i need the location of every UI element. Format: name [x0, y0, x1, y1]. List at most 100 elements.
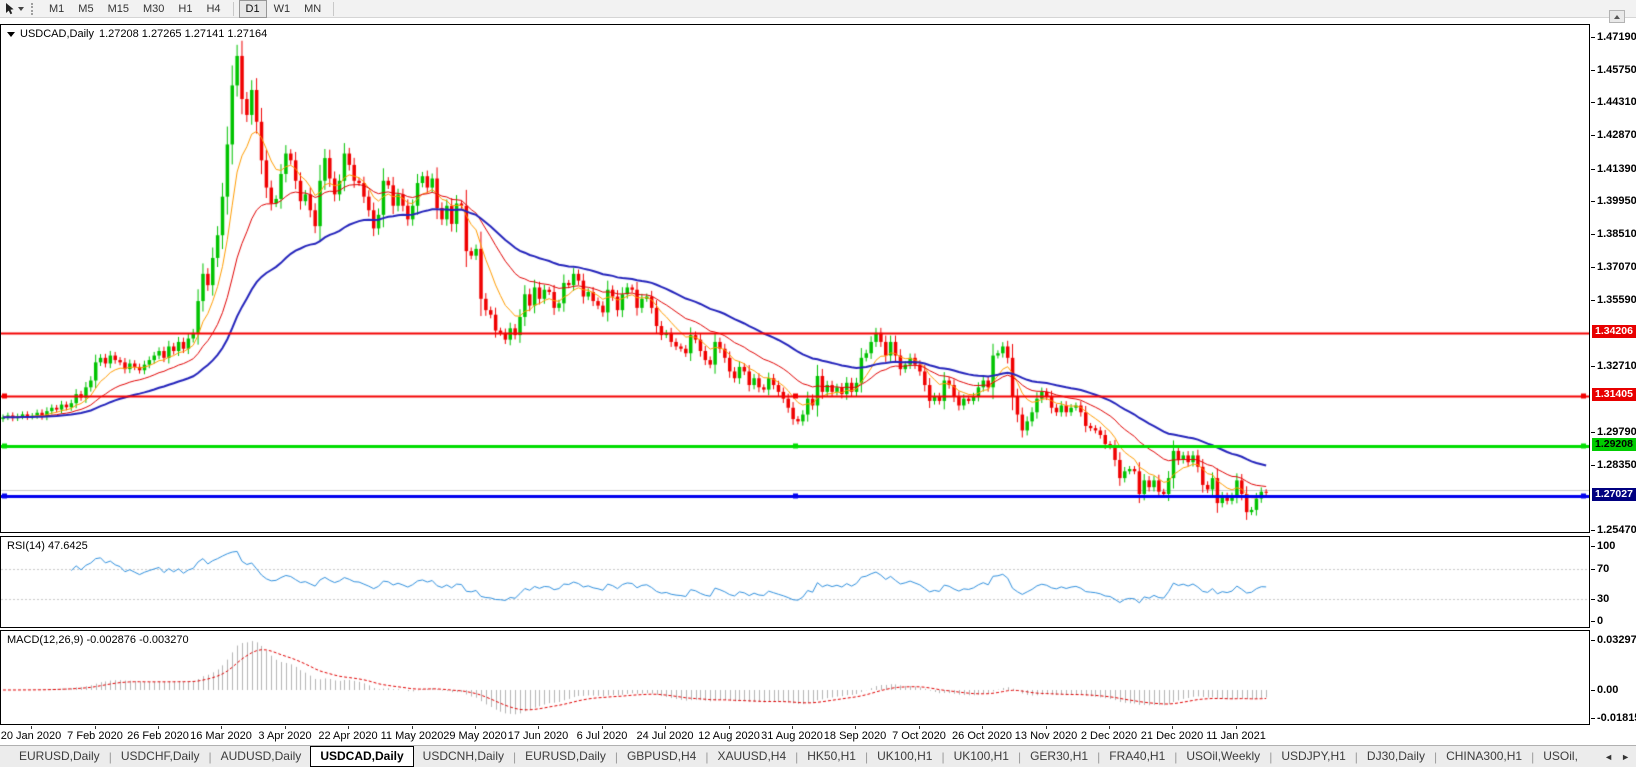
date-tick-label: 24 Jul 2020: [636, 730, 694, 742]
price-axis[interactable]: 1.47190 1.45750 1.44310 1.42870 1.41390 1.399…: [1591, 0, 1636, 767]
price-chart-canvas[interactable]: [1, 25, 1589, 532]
chart-symbol-period: USDCAD,Daily: [20, 28, 94, 40]
date-tick-mark: [602, 726, 603, 729]
chart-tab-china300-h1[interactable]: CHINA300,H1: [1446, 749, 1523, 763]
rsi-canvas[interactable]: [1, 537, 1589, 627]
chart-title: USDCAD,Daily 1.27208 1.27265 1.27141 1.2…: [7, 28, 267, 40]
date-axis[interactable]: 20 Jan 2020 7 Feb 2020 26 Feb 2020 16 Mar 2…: [0, 726, 1592, 744]
chart-tab-usdchf-daily[interactable]: USDCHF,Daily: [120, 749, 200, 763]
axis-tick-label: 70: [1597, 563, 1610, 575]
date-tick-label: 7 Feb 2020: [67, 730, 123, 742]
timeframe-button-d1[interactable]: D1: [238, 0, 267, 18]
tab-separator: |: [1269, 749, 1273, 764]
date-tick-label: 7 Oct 2020: [892, 730, 946, 742]
axis-tick-label: 100: [1597, 540, 1616, 552]
price-level-chip: 1.31405: [1592, 388, 1636, 401]
tab-separator: |: [614, 749, 618, 764]
timeframe-button-h1[interactable]: H1: [178, 2, 193, 15]
timeframe-button-mn[interactable]: MN: [304, 2, 322, 15]
axis-tick-dash: [1591, 718, 1595, 719]
timeframe-button-h4[interactable]: H4: [206, 2, 221, 15]
date-tick-mark: [982, 726, 983, 729]
axis-tick-dash: [1591, 267, 1595, 268]
axis-tick-dash: [1591, 70, 1595, 71]
rsi-indicator-pane[interactable]: RSI(14) 47.6425: [0, 536, 1590, 628]
timeframe-button-group: M1 M5 M15 M30 H1 H4 D1 W1 MN: [42, 0, 339, 18]
toolbar-grip-handle[interactable]: [31, 2, 35, 15]
date-tick-mark: [158, 726, 159, 729]
chart-tab-bar: EURUSD,Daily | USDCHF,Daily | AUDUSD,Daily US…: [0, 745, 1636, 767]
axis-tick-label: 1.39950: [1597, 195, 1636, 207]
axis-tick-dash: [1591, 569, 1595, 570]
chart-tab-hk50-h1[interactable]: HK50,H1: [807, 749, 856, 763]
axis-tick-label: -0.018154: [1597, 712, 1636, 724]
chart-tab-uk100-h1[interactable]: UK100,H1: [877, 749, 933, 763]
date-tick-label: 16 Mar 2020: [190, 730, 252, 742]
axis-tick-dash: [1591, 530, 1595, 531]
date-tick-mark: [665, 726, 666, 729]
axis-tick-label: 1.41390: [1597, 163, 1636, 175]
chart-tab-usoil-[interactable]: USOil,: [1543, 749, 1578, 763]
axis-tick-label: 0: [1597, 615, 1604, 627]
tab-separator: |: [705, 749, 709, 764]
tab-scroll-left-icon[interactable]: ◄: [1604, 752, 1614, 762]
chart-tab-ger30-h1[interactable]: GER30,H1: [1030, 749, 1089, 763]
date-tick-mark: [285, 726, 286, 729]
date-tick-label: 20 Jan 2020: [0, 730, 62, 742]
axis-tick-dash: [1591, 300, 1595, 301]
cursor-tool-icon[interactable]: [4, 2, 15, 15]
chart-tab-uk100-h1[interactable]: UK100,H1: [953, 749, 1009, 763]
axis-tick-dash: [1591, 432, 1595, 433]
price-level-chip: 1.34206: [1592, 325, 1636, 338]
timeframe-button-m1[interactable]: M1: [49, 2, 65, 15]
date-tick-mark: [31, 726, 32, 729]
date-tick-mark: [1172, 726, 1173, 729]
macd-canvas[interactable]: [1, 631, 1589, 724]
axis-tick-label: 1.28350: [1597, 459, 1636, 471]
chart-tab-usdjpy-h1[interactable]: USDJPY,H1: [1281, 749, 1346, 763]
date-tick-mark: [475, 726, 476, 729]
date-tick-label: 3 Apr 2020: [258, 730, 312, 742]
date-tick-mark: [792, 726, 793, 729]
date-tick-mark: [1109, 726, 1110, 729]
tab-separator: |: [513, 749, 517, 764]
price-level-chip: 1.27027: [1592, 488, 1636, 501]
axis-tick-label: 1.29790: [1597, 426, 1636, 438]
chart-tab-usdcad-daily[interactable]: USDCAD,Daily: [310, 746, 414, 767]
axis-tick-dash: [1591, 135, 1595, 136]
date-tick-label: 26 Oct 2020: [952, 730, 1012, 742]
timeframe-button-m15[interactable]: M15: [107, 2, 129, 15]
chart-tab-dj30-daily[interactable]: DJ30,Daily: [1366, 749, 1425, 763]
price-chart-pane[interactable]: USDCAD,Daily 1.27208 1.27265 1.27141 1.2…: [0, 24, 1590, 533]
chart-tab-usdcnh-daily[interactable]: USDCNH,Daily: [422, 749, 505, 763]
cursor-tool-dropdown-caret-icon[interactable]: [18, 6, 24, 11]
chart-tab-eurusd-daily[interactable]: EURUSD,Daily: [19, 749, 100, 763]
axis-tick-dash: [1591, 201, 1595, 202]
chart-menu-caret-icon[interactable]: [7, 31, 15, 37]
chart-tab-eurusd-daily[interactable]: EURUSD,Daily: [525, 749, 606, 763]
date-tick-label: 6 Jul 2020: [576, 730, 628, 742]
date-tick-label: 11 May 2020: [380, 730, 444, 742]
tab-scroll-right-icon[interactable]: ►: [1621, 752, 1630, 762]
axis-tick-label: 30: [1597, 593, 1610, 605]
rsi-label: RSI(14) 47.6425: [7, 540, 88, 552]
chart-tab-fra40-h1[interactable]: FRA40,H1: [1109, 749, 1166, 763]
chart-ohlc-quote: 1.27208 1.27265 1.27141 1.27164: [98, 28, 268, 40]
timeframe-button-m5[interactable]: M5: [78, 2, 94, 15]
chart-tab-usoil-weekly[interactable]: USOil,Weekly: [1186, 749, 1261, 763]
tab-scroll-arrows: ◄ ►: [1602, 746, 1632, 767]
timeframe-button-w1[interactable]: W1: [273, 2, 291, 15]
date-tick-mark: [919, 726, 920, 729]
date-tick-label: 18 Sep 2020: [823, 730, 887, 742]
chart-scroll-button[interactable]: [1609, 10, 1625, 23]
axis-tick-label: 0.00: [1597, 684, 1619, 696]
chart-tab-xauusd-h4[interactable]: XAUUSD,H4: [717, 749, 787, 763]
timeframe-button-m30[interactable]: M30: [142, 2, 165, 15]
chart-tab-gbpusd-h4[interactable]: GBPUSD,H4: [626, 749, 697, 763]
axis-tick-dash: [1591, 169, 1595, 170]
date-tick-label: 17 Jun 2020: [507, 730, 569, 742]
macd-indicator-pane[interactable]: MACD(12,26,9) -0.002876 -0.003270: [0, 630, 1590, 725]
axis-tick-label: 1.44310: [1597, 96, 1636, 108]
axis-tick-dash: [1591, 599, 1595, 600]
chart-tab-audusd-daily[interactable]: AUDUSD,Daily: [220, 749, 302, 763]
